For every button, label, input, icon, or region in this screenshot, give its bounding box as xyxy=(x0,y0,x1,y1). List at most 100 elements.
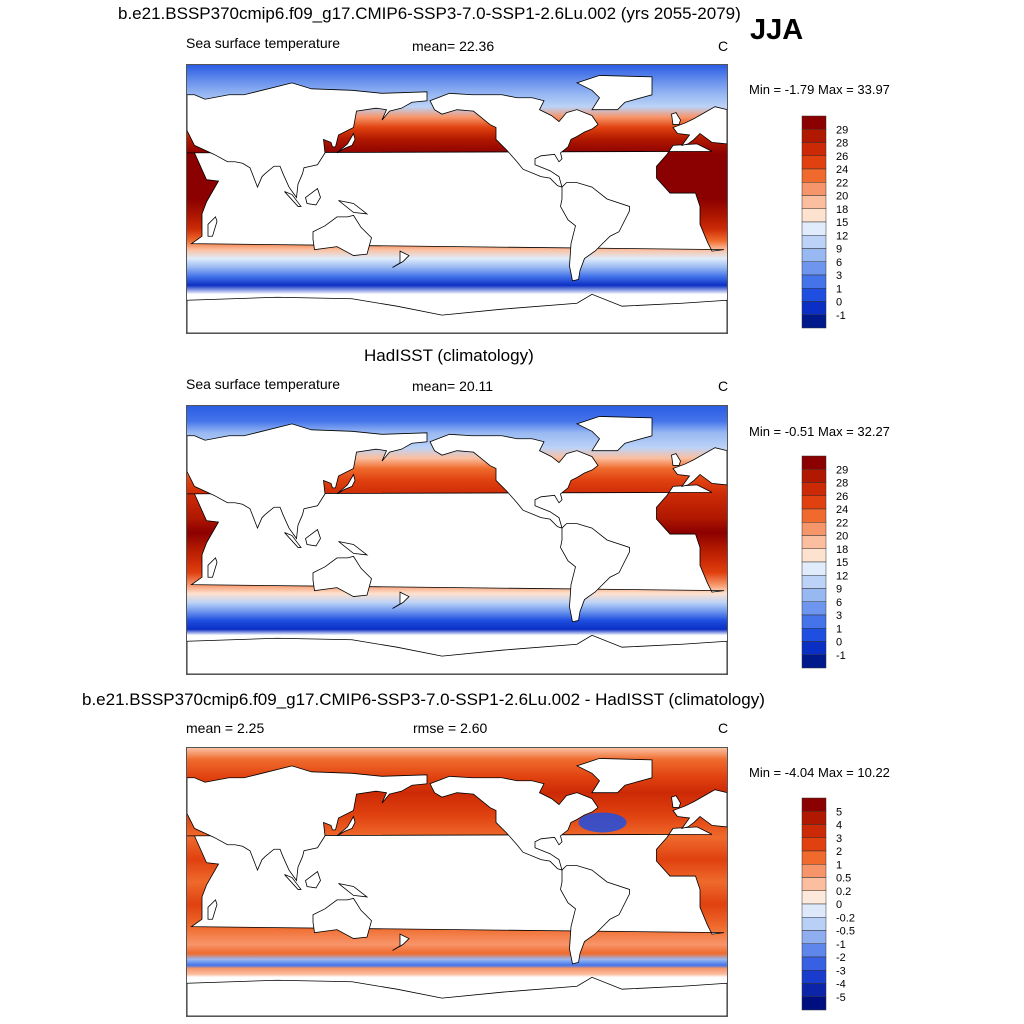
coastline xyxy=(305,870,321,889)
coastline xyxy=(312,555,372,597)
colorbar-tick-label: 0.2 xyxy=(836,886,851,898)
coastline xyxy=(187,765,428,882)
colorbar-swatch xyxy=(801,142,827,156)
colorbar-swatch xyxy=(801,956,827,971)
colorbar-swatch xyxy=(801,235,827,249)
coastline xyxy=(560,523,630,623)
colorbar-swatch xyxy=(801,482,827,496)
colorbar-tick-label: 0 xyxy=(836,637,842,649)
coastline xyxy=(187,634,727,674)
colorbar-tick-label: 9 xyxy=(836,244,842,256)
colorbar-swatch xyxy=(801,535,827,549)
colorbar-swatch xyxy=(801,917,827,931)
coastline xyxy=(672,789,727,830)
colorbar-swatch xyxy=(801,943,827,958)
panel1-units-label: C xyxy=(718,38,729,54)
coastline xyxy=(338,883,369,898)
colorbar-swatch xyxy=(801,811,827,825)
panel1-map xyxy=(186,64,728,334)
colorbar-swatch xyxy=(801,864,827,878)
colorbar-swatch xyxy=(801,548,827,563)
panel3-mean-label: mean = 2.25 xyxy=(186,720,265,736)
coastline xyxy=(671,112,681,125)
coastline xyxy=(429,92,599,188)
colorbar-tick-label: -4 xyxy=(836,979,846,991)
panel2-variable-label: Sea surface temperature xyxy=(186,376,341,392)
coastline xyxy=(312,897,372,939)
colorbar-swatch xyxy=(801,301,827,315)
colorbar-tick-label: 28 xyxy=(836,478,848,490)
coastline xyxy=(207,899,218,920)
colorbar-tick-label: 26 xyxy=(836,151,848,163)
colorbar-swatch xyxy=(801,261,827,276)
colorbar-tick-label: -2 xyxy=(836,952,846,964)
season-label: JJA xyxy=(750,14,804,46)
colorbar-swatch xyxy=(801,601,827,616)
coastline xyxy=(429,433,599,529)
colorbar-swatch xyxy=(801,628,827,642)
colorbar-swatch xyxy=(801,314,827,329)
coastline xyxy=(429,775,599,871)
colorbar-swatch xyxy=(801,288,827,302)
colorbar-tick-label: 6 xyxy=(836,257,842,269)
coastline xyxy=(305,187,321,206)
colorbar-swatch xyxy=(801,469,827,483)
panel3-title: b.e21.BSSP370cmip6.f09_g17.CMIP6-SSP3-7.… xyxy=(82,690,765,709)
colorbar-tick-label: 1 xyxy=(836,283,842,295)
coastline xyxy=(560,182,630,282)
colorbar-tick-label: 0.5 xyxy=(836,873,851,885)
colorbar-tick-label: 3 xyxy=(836,610,842,622)
coastline xyxy=(672,106,727,147)
coastline xyxy=(284,191,302,207)
coastline xyxy=(338,541,369,556)
colorbar-swatch xyxy=(801,495,827,510)
colorbar-tick-label: -1 xyxy=(836,939,846,951)
colorbar-tick-label: 18 xyxy=(836,544,848,556)
panel1-minmax-label: Min = -1.79 Max = 33.97 xyxy=(749,82,890,97)
colorbar-tick-label: 20 xyxy=(836,191,848,203)
colorbar-swatch xyxy=(801,455,827,470)
colorbar-tick-label: 28 xyxy=(836,138,848,150)
colorbar-swatch xyxy=(801,221,827,236)
colorbar-tick-label: 29 xyxy=(836,124,848,136)
colorbar-swatch xyxy=(801,930,827,944)
colorbar-swatch xyxy=(801,614,827,629)
colorbar-swatch xyxy=(801,155,827,170)
colorbar-tick-label: 29 xyxy=(836,464,848,476)
coastline xyxy=(207,216,218,237)
colorbar-tick-label: 24 xyxy=(836,164,848,176)
colorbar-swatch xyxy=(801,983,827,997)
coastline xyxy=(187,423,428,540)
colorbar-tick-label: 24 xyxy=(836,504,848,516)
coastline xyxy=(207,557,218,578)
coastline xyxy=(336,815,356,837)
colorbar-tick-label: 9 xyxy=(836,584,842,596)
coastline xyxy=(671,453,681,466)
panel3-colorbar: 5 4 3 2 1 0.5 0.2 0 -0.2 -0.5 -1 -2 -3 -4 -5 xyxy=(801,797,855,1011)
panel2-mean-label: mean= 20.11 xyxy=(412,378,494,394)
anomaly-region xyxy=(578,812,627,833)
coastline xyxy=(392,933,410,951)
coastline xyxy=(187,82,428,199)
colorbar-tick-label: -1 xyxy=(836,310,846,322)
coastline xyxy=(671,795,681,808)
colorbar-tick-label: 22 xyxy=(836,517,848,529)
colorbar-swatch xyxy=(801,970,827,984)
coastline xyxy=(305,528,321,547)
colorbar-tick-label: 1 xyxy=(836,859,842,871)
colorbar-tick-label: 6 xyxy=(836,597,842,609)
colorbar-tick-label: 5 xyxy=(836,806,842,818)
coastline xyxy=(575,75,653,111)
colorbar-tick-label: 0 xyxy=(836,899,842,911)
colorbar-tick-label: 15 xyxy=(836,217,848,229)
panel1-colorbar: 29 28 26 24 22 20 18 15 12 9 6 3 1 0 -1 xyxy=(801,115,848,329)
panel2-units-label: C xyxy=(718,378,729,394)
colorbar-swatch xyxy=(801,824,827,838)
colorbar-swatch xyxy=(801,797,827,812)
colorbar-tick-label: 15 xyxy=(836,557,848,569)
colorbar-swatch xyxy=(801,641,827,655)
panel1-mean-label: mean= 22.36 xyxy=(412,38,495,54)
coastline xyxy=(312,214,372,256)
coastline xyxy=(575,758,653,794)
colorbar-swatch xyxy=(801,890,827,905)
